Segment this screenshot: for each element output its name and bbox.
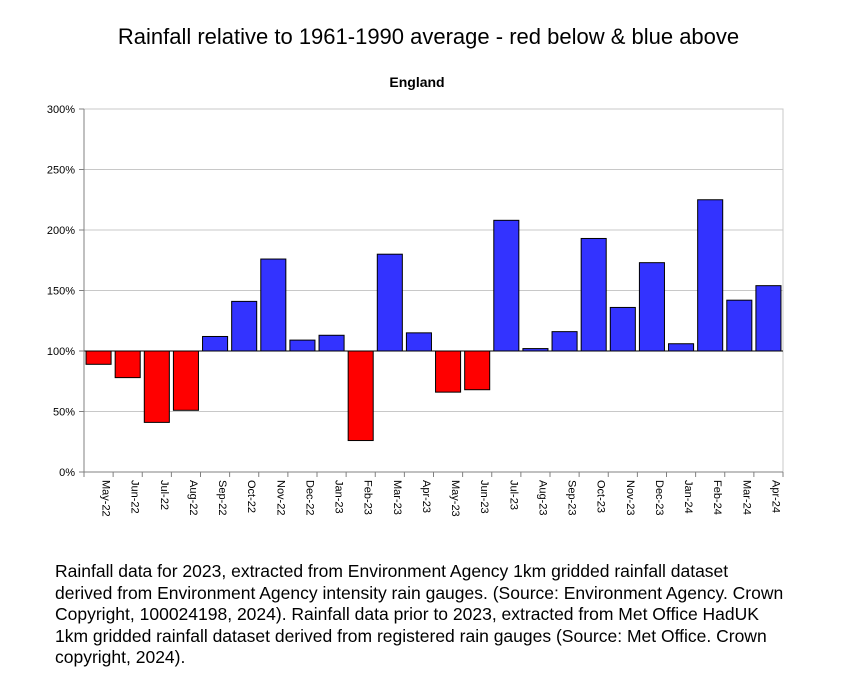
- bar-sep-23: [551, 331, 578, 352]
- bar-apr-24: [755, 285, 782, 352]
- x-tick-label: Dec-22: [303, 480, 315, 515]
- bar-may-23: [435, 350, 462, 393]
- x-tick-label: Nov-22: [274, 480, 286, 515]
- y-tick-label: 50%: [53, 407, 75, 419]
- bar-may-22: [85, 350, 112, 365]
- caption-line: Rainfall data for 2023, extracted from E…: [55, 561, 729, 581]
- x-tick-label: Oct-23: [595, 480, 607, 513]
- y-tick-label: 300%: [47, 104, 75, 116]
- bar-jan-24: [668, 343, 695, 352]
- x-tick-label: Sep-22: [216, 480, 228, 515]
- bar-mar-24: [726, 299, 753, 352]
- bar-jan-23: [318, 334, 345, 352]
- bar-oct-22: [231, 300, 258, 352]
- x-tick-label: Jun-23: [478, 480, 490, 514]
- x-tick-label: Jun-22: [129, 480, 141, 514]
- x-tick-label: Mar-24: [740, 480, 752, 515]
- bar-nov-23: [609, 306, 636, 352]
- x-tick-label: Jan-23: [333, 480, 345, 514]
- bar-jul-22: [143, 350, 170, 423]
- x-tick-label: Jul-23: [507, 480, 519, 510]
- x-tick-label: Dec-23: [653, 480, 665, 515]
- axes: [79, 108, 784, 477]
- bar-apr-23: [405, 332, 432, 352]
- chart-title: England: [389, 74, 444, 90]
- bar-aug-22: [172, 350, 199, 411]
- x-tick-label: Aug-23: [536, 480, 548, 515]
- x-tick-label: Sep-23: [566, 480, 578, 515]
- x-tick-label: May-22: [100, 480, 112, 517]
- x-tick-labels: May-22 Jun-22 Jul-22 Aug-22 Sep-22 Oct-22 Nov-…: [100, 480, 782, 517]
- page-title: Rainfall relative to 1961-1990 average -…: [117, 24, 740, 49]
- bars: [85, 199, 782, 442]
- x-tick-label: Aug-22: [187, 480, 199, 515]
- x-tick-label: Feb-23: [362, 480, 374, 515]
- bar-mar-23: [376, 253, 403, 352]
- caption-line: 1km gridded rainfall dataset derived fro…: [55, 625, 767, 646]
- bar-oct-23: [580, 237, 607, 352]
- bar-feb-23: [347, 350, 374, 442]
- y-tick-labels: 0% 50% 100% 150% 200% 250% 300%: [47, 104, 75, 479]
- bar-jul-23: [493, 219, 520, 352]
- x-tick-label: Mar-23: [391, 480, 403, 515]
- caption-line: Copyright, 100024198, 2024). Rainfall da…: [55, 604, 759, 624]
- x-tick-label: Apr-24: [769, 480, 781, 513]
- x-tick-label: Jul-22: [158, 480, 170, 510]
- x-tick-label: Nov-23: [624, 480, 636, 515]
- caption-line: copyright, 2024).: [55, 647, 186, 667]
- x-tick-label: May-23: [449, 480, 461, 517]
- x-tick-label: Oct-22: [245, 480, 257, 513]
- source-caption: Rainfall data for 2023, extracted from E…: [55, 561, 825, 669]
- bar-dec-23: [638, 262, 665, 352]
- x-tick-label: Apr-23: [420, 480, 432, 513]
- y-tick-label: 250%: [47, 165, 75, 177]
- y-tick-label: 150%: [47, 286, 75, 298]
- gridlines: [83, 108, 784, 473]
- bar-nov-22: [260, 258, 287, 352]
- x-tick-label: Jan-24: [682, 480, 694, 514]
- bar-jun-23: [464, 350, 491, 391]
- y-tick-label: 100%: [47, 346, 75, 358]
- bar-feb-24: [697, 199, 724, 352]
- bar-chart: England 0% 50% 100% 150% 200% 250% 300% May-22…: [47, 74, 784, 517]
- y-tick-label: 200%: [47, 225, 75, 237]
- x-tick-label: Feb-24: [711, 480, 723, 515]
- bar-sep-22: [202, 335, 229, 352]
- y-tick-label: 0%: [59, 467, 75, 479]
- bar-dec-22: [289, 339, 316, 352]
- caption-line: derived from Environment Agency intensit…: [55, 582, 784, 603]
- bar-jun-22: [114, 350, 141, 379]
